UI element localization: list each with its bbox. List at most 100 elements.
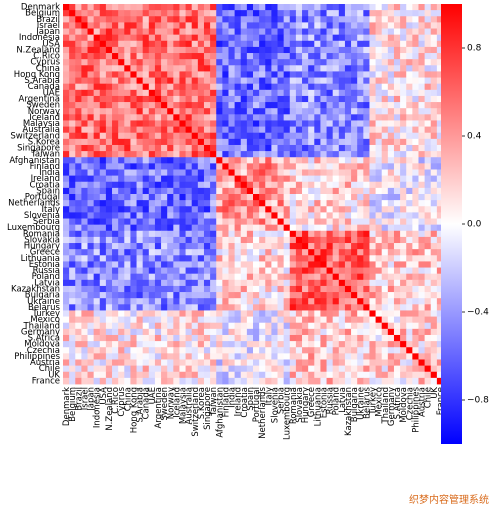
heatmap-cell <box>148 255 156 262</box>
heatmap-cell <box>216 371 223 379</box>
heatmap-cell <box>105 304 113 311</box>
heatmap-cell <box>216 261 223 268</box>
heatmap-cell <box>179 169 186 177</box>
heatmap-cell <box>197 187 205 195</box>
y-tick-label: Mexico <box>30 315 60 325</box>
heatmap-cell <box>154 316 162 324</box>
heatmap-cell <box>295 353 303 360</box>
heatmap-cell <box>344 120 352 127</box>
heatmap-cell <box>406 126 413 134</box>
heatmap-cell <box>363 175 370 183</box>
heatmap-cell <box>308 249 315 256</box>
heatmap-cell <box>228 77 236 85</box>
heatmap-cell <box>228 132 236 140</box>
heatmap-cell <box>185 83 193 91</box>
heatmap-cell <box>216 10 223 17</box>
heatmap-cell <box>265 206 272 213</box>
heatmap-cell <box>381 59 389 66</box>
heatmap-cell <box>142 249 150 256</box>
heatmap-cell <box>295 95 303 103</box>
heatmap-cell <box>142 377 150 385</box>
heatmap-cell <box>320 144 327 152</box>
heatmap-cell <box>173 126 180 134</box>
heatmap-cell <box>75 40 82 48</box>
heatmap-cell <box>314 120 321 127</box>
heatmap-cell <box>332 371 340 379</box>
heatmap-cell <box>393 200 401 207</box>
heatmap-cell <box>363 243 370 250</box>
heatmap-cell <box>314 194 321 201</box>
heatmap-cell <box>203 347 211 354</box>
heatmap-cell <box>246 353 254 360</box>
heatmap-cell <box>210 40 217 48</box>
heatmap-cell <box>320 230 327 238</box>
heatmap-cell <box>93 65 101 72</box>
heatmap-cell <box>283 322 291 330</box>
heatmap-cell <box>154 114 162 121</box>
heatmap-cell <box>308 22 315 29</box>
heatmap-cell <box>124 298 131 305</box>
heatmap-cell <box>277 175 285 183</box>
heatmap-cell <box>161 163 168 170</box>
heatmap-cell <box>246 181 254 189</box>
heatmap-cell <box>283 224 291 232</box>
heatmap-cell <box>105 341 113 348</box>
heatmap-cell <box>173 218 180 226</box>
heatmap-cell <box>363 249 370 256</box>
heatmap-cell <box>289 126 297 134</box>
heatmap-cell <box>369 181 376 189</box>
heatmap-cell <box>167 163 174 170</box>
heatmap-cell <box>87 46 95 54</box>
heatmap-cell <box>234 304 242 311</box>
heatmap-cell <box>418 328 426 336</box>
heatmap-cell <box>332 310 340 317</box>
x-tick-label: Ukraine <box>356 387 366 420</box>
heatmap-cell <box>222 144 229 152</box>
heatmap-cell <box>161 22 168 29</box>
heatmap-cell <box>148 359 156 367</box>
heatmap-cell <box>75 16 82 23</box>
heatmap-cell <box>314 292 321 299</box>
heatmap-cell <box>240 371 248 379</box>
heatmap-cell <box>381 310 389 317</box>
heatmap-cell <box>216 212 223 219</box>
heatmap-cell <box>118 65 125 72</box>
heatmap-cell <box>363 120 370 127</box>
heatmap-cell <box>124 138 131 146</box>
heatmap-cell <box>289 132 297 140</box>
heatmap-cell <box>400 322 407 330</box>
heatmap-cell <box>393 28 401 36</box>
x-tick-label: Portugal <box>252 387 262 422</box>
heatmap-cell <box>393 236 401 244</box>
heatmap-cell <box>430 53 438 60</box>
heatmap-cell <box>203 279 211 287</box>
heatmap-cell <box>369 10 376 17</box>
heatmap-cell <box>424 194 432 201</box>
heatmap-cell <box>154 22 162 29</box>
heatmap-cell <box>412 169 419 177</box>
heatmap-cell <box>75 34 82 42</box>
heatmap-cell <box>363 298 370 305</box>
heatmap-cell <box>154 322 162 330</box>
heatmap-cell <box>253 4 260 11</box>
heatmap-cell <box>99 377 107 385</box>
heatmap-cell <box>302 310 309 317</box>
heatmap-cell <box>253 108 260 115</box>
heatmap-cell <box>173 322 180 330</box>
heatmap-cell <box>277 200 285 207</box>
heatmap-cell <box>161 206 168 213</box>
heatmap-cell <box>381 334 389 342</box>
heatmap-cell <box>191 114 199 121</box>
heatmap-cell <box>216 353 223 360</box>
heatmap-cell <box>406 53 413 60</box>
heatmap-cell <box>191 194 199 201</box>
heatmap-cell <box>295 132 303 140</box>
heatmap-cell <box>283 40 291 48</box>
heatmap-cell <box>259 28 266 36</box>
heatmap-cell <box>148 95 156 103</box>
heatmap-cell <box>112 224 119 232</box>
heatmap-cell <box>271 163 278 170</box>
heatmap-cell <box>130 157 137 164</box>
heatmap-cell <box>308 285 315 293</box>
heatmap-cell <box>314 71 321 78</box>
